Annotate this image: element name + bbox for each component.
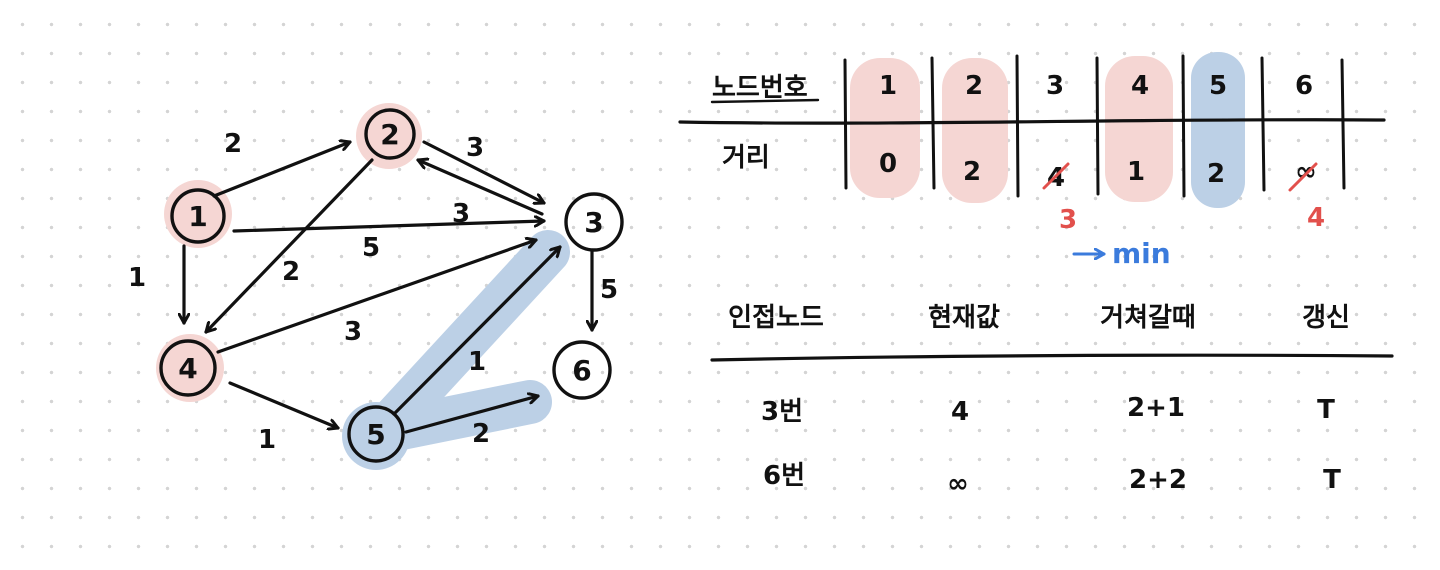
min-label: min	[1112, 237, 1171, 270]
update-header-update: 갱신	[1302, 303, 1350, 333]
node-1: 1	[170, 188, 226, 244]
edge-1-3	[232, 221, 546, 233]
update-table: 인접노드 현재값 거쳐갈때 갱신 3번 4 2+1 T 6번 ∞ 2+2 T	[710, 303, 1394, 499]
update-row-1-current: 4	[951, 397, 969, 427]
update-row-2-via: 2+2	[1129, 465, 1187, 495]
update-header-current-value: 현재값	[928, 303, 1000, 333]
edge-weight-3-2: 3	[452, 199, 470, 229]
strike-dist-6	[1288, 162, 1318, 192]
edge-weight-4-5: 1	[258, 425, 276, 455]
update-row-2-node: 6번	[763, 461, 805, 491]
table-dist-5: 2	[1207, 159, 1225, 189]
edge-4-3	[216, 240, 538, 354]
update-row-1-node: 3번	[761, 397, 803, 427]
table-node-3: 3	[1046, 71, 1064, 101]
strike-dist-3	[1042, 162, 1070, 190]
correction-node-3: 3	[1059, 205, 1077, 235]
edge-weight-5-6: 2	[472, 419, 490, 449]
table-node-5: 5	[1209, 71, 1227, 101]
update-row-1-update: T	[1317, 395, 1335, 425]
edge-5-3	[392, 245, 562, 416]
edge-4-5	[228, 381, 340, 428]
table-node-2: 2	[965, 71, 983, 101]
update-row-2-update: T	[1323, 465, 1341, 495]
col-1-highlight	[850, 58, 920, 198]
table-dist-1: 0	[879, 149, 897, 179]
table-node-6: 6	[1295, 71, 1313, 101]
row-header-distance: 거리	[722, 143, 770, 173]
node-3-label: 3	[584, 206, 603, 239]
edge-weights: 2 5 1 3 3 2 3 1 1 2 5	[128, 129, 618, 455]
node-5: 5	[347, 405, 405, 463]
min-indicator: min	[1072, 237, 1171, 270]
edge-2-4	[204, 158, 374, 334]
node-5-label: 5	[366, 418, 385, 451]
table-node-1: 1	[879, 71, 897, 101]
node-6-label: 6	[572, 354, 591, 387]
edge-weight-1-2: 2	[224, 129, 242, 159]
update-row-2-current: ∞	[947, 469, 969, 499]
col-5-highlight	[1191, 52, 1245, 208]
edge-weight-1-4: 1	[128, 263, 146, 293]
update-header-adjacent-node: 인접노드	[728, 303, 824, 333]
table-node-4: 4	[1131, 71, 1149, 101]
update-row-1-via: 2+1	[1127, 393, 1185, 423]
edge-1-2	[212, 142, 352, 198]
col-4-highlight	[1105, 56, 1173, 202]
row-header-node-number: 노드번호	[712, 73, 808, 103]
node-6: 6	[552, 340, 612, 400]
edge-weight-1-3: 5	[362, 233, 380, 263]
edge-weight-2-3: 3	[466, 133, 484, 163]
correction-node-6: 4	[1307, 203, 1325, 233]
col-2-highlight	[942, 58, 1008, 203]
node-2-label: 2	[380, 118, 399, 151]
node-4-label: 4	[178, 352, 197, 385]
distance-table: 노드번호 거리 1 2 3 4 5 6 0 2 4 1 2 ∞ 3 4 min	[678, 52, 1386, 270]
edge-weight-2-4: 2	[282, 257, 300, 287]
edge-5-6	[404, 396, 540, 434]
edge-2-3	[422, 140, 546, 203]
edge-weight-5-3: 1	[468, 347, 486, 377]
edge-weight-3-6: 5	[600, 275, 618, 305]
edge-3-2	[416, 160, 544, 216]
graph-edges	[184, 140, 592, 434]
table-dist-4: 1	[1127, 157, 1145, 187]
graph-nodes: 1 2 3 4 5 6	[159, 108, 624, 463]
update-header-via-distance: 거쳐갈때	[1100, 303, 1196, 333]
node-2: 2	[364, 108, 416, 160]
table-dist-2: 2	[963, 157, 981, 187]
node-1-label: 1	[188, 200, 207, 233]
node-3: 3	[564, 192, 624, 252]
node-4: 4	[159, 339, 217, 397]
edge-weight-4-3: 3	[344, 317, 362, 347]
